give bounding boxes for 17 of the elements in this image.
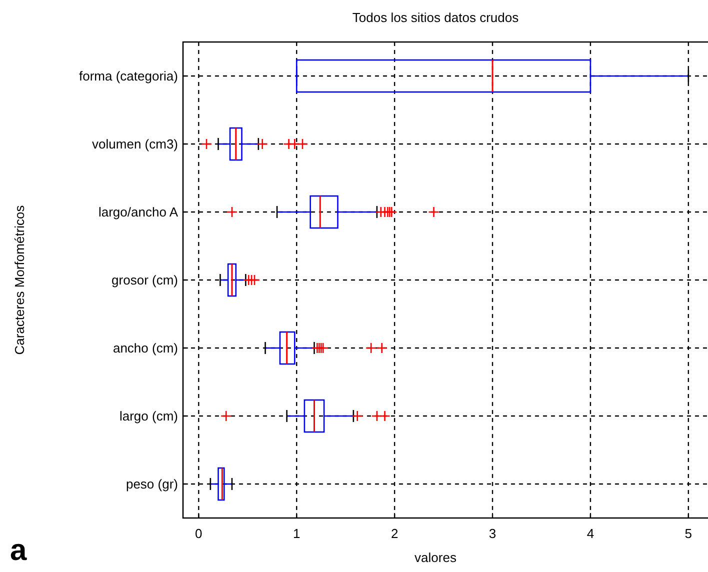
chart-title: Todos los sitios datos crudos: [352, 10, 520, 25]
y-tick-label: largo/ancho A: [98, 204, 178, 220]
x-tick-label: 3: [488, 526, 496, 541]
x-axis-title: valores: [414, 550, 457, 565]
x-tick-label: 2: [390, 526, 398, 541]
x-tick-label: 5: [684, 526, 692, 541]
x-tick-label: 0: [195, 526, 202, 541]
x-tick-label: 4: [586, 526, 594, 541]
x-tick-label: 1: [293, 526, 300, 541]
y-tick-label: ancho (cm): [112, 340, 178, 356]
y-tick-label: grosor (cm): [112, 272, 178, 288]
y-tick-label: volumen (cm3): [92, 136, 178, 152]
y-axis-title: Caracteres Morfométricos: [12, 204, 27, 355]
y-tick-label: forma (categoria): [79, 68, 178, 84]
y-tick-label: peso (gr): [126, 476, 178, 492]
y-tick-label: largo (cm): [119, 408, 178, 424]
text: a: [10, 534, 27, 567]
